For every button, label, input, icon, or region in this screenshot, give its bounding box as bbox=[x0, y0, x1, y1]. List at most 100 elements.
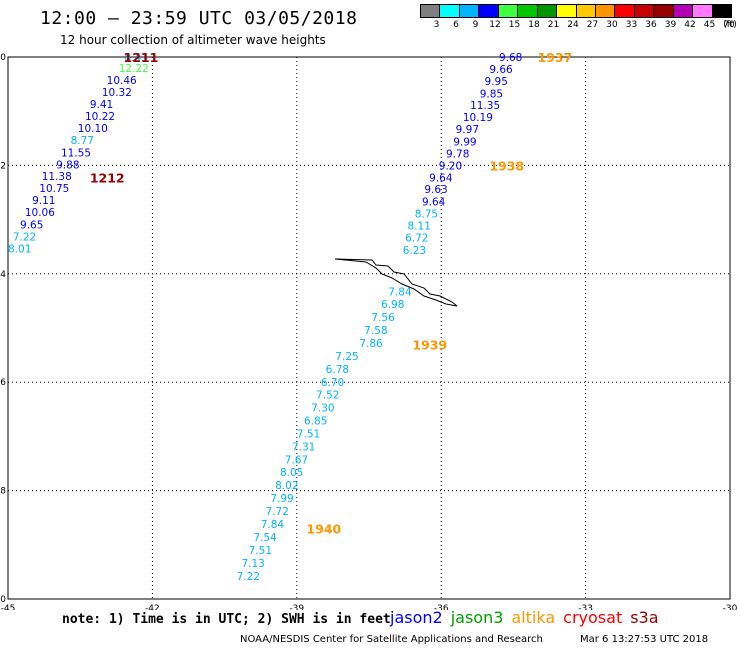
pass-time-label: 1212 bbox=[90, 170, 125, 185]
wave-height-value: 11.55 bbox=[61, 147, 91, 159]
wave-height-value: 8.75 bbox=[415, 209, 438, 221]
wave-height-value: 7.84 bbox=[261, 519, 285, 531]
wave-height-value: 9.65 bbox=[20, 219, 43, 231]
wave-height-value: 7.30 bbox=[311, 403, 334, 415]
wave-height-value: 9.68 bbox=[499, 52, 522, 64]
wave-height-value: 10.19 bbox=[463, 112, 493, 124]
wave-height-value: 9.11 bbox=[32, 195, 55, 207]
satellite-legend: jason2 jason3 altika cryosat s3a bbox=[390, 608, 667, 627]
wave-height-value: 10.75 bbox=[39, 183, 69, 195]
wave-height-value: 7.56 bbox=[371, 312, 395, 324]
scale-label: 30 bbox=[606, 20, 618, 30]
wave-height-value: 10.32 bbox=[102, 87, 132, 99]
wave-height-value: 6.98 bbox=[381, 299, 404, 311]
scale-swatch bbox=[459, 5, 480, 17]
wave-height-value: 9.64 bbox=[422, 197, 446, 209]
lat-tick-label: -54 bbox=[0, 270, 6, 280]
wave-height-value: 8.05 bbox=[280, 467, 303, 479]
map-frame bbox=[7, 56, 731, 600]
pass-time-label: 1937 bbox=[537, 50, 572, 65]
scale-label: 6 bbox=[453, 20, 459, 30]
scale-bar bbox=[420, 4, 732, 18]
map-title: 12:00 – 23:59 UTC 03/05/2018 bbox=[40, 8, 358, 29]
satellite-legend-item: s3a bbox=[630, 608, 659, 627]
scale-unit: (ft) bbox=[723, 20, 737, 30]
lat-lon-grid bbox=[8, 57, 730, 599]
lon-tick-label: -45 bbox=[1, 604, 16, 610]
timestamp: Mar 6 13:27:53 UTC 2018 bbox=[580, 634, 709, 645]
scale-swatch bbox=[576, 5, 596, 17]
wave-height-value: 7.51 bbox=[249, 545, 272, 557]
scale-swatch bbox=[440, 5, 460, 17]
scale-swatch bbox=[654, 5, 674, 17]
lat-tick-label: -58 bbox=[0, 487, 6, 497]
wave-height-value: 8.11 bbox=[408, 221, 431, 233]
wave-height-value: 9.88 bbox=[56, 159, 79, 171]
scale-swatch bbox=[615, 5, 635, 17]
scale-label: 36 bbox=[645, 20, 657, 30]
wave-height-value: 7.52 bbox=[316, 390, 339, 402]
lat-tick-label: -52 bbox=[0, 161, 6, 171]
scale-label: 45 bbox=[703, 20, 716, 30]
wave-height-value: 10.46 bbox=[107, 75, 137, 87]
wave-height-value: 7.22 bbox=[13, 231, 36, 243]
wave-height-value: 7.58 bbox=[364, 325, 387, 337]
wave-height-value: 9.20 bbox=[439, 160, 462, 172]
scale-label: 15 bbox=[508, 20, 521, 30]
pass-time-label: 1938 bbox=[489, 158, 524, 173]
wave-height-value: 9.78 bbox=[446, 148, 469, 160]
wave-height-value: 9.85 bbox=[480, 88, 503, 100]
wave-height-value: 6.78 bbox=[326, 364, 349, 376]
wave-height-value: 6.85 bbox=[304, 416, 327, 428]
scale-label: 33 bbox=[625, 20, 638, 30]
satellite-legend-item: jason2 bbox=[390, 608, 443, 627]
wave-height-value: 9.99 bbox=[453, 137, 476, 149]
wave-height-value: 9.95 bbox=[485, 76, 508, 88]
scale-label: 18 bbox=[528, 20, 540, 30]
scale-swatch bbox=[537, 5, 558, 17]
pass-time-label: 1939 bbox=[412, 337, 447, 352]
lon-tick-label: -39 bbox=[289, 604, 304, 610]
wave-height-value: 9.66 bbox=[489, 64, 513, 76]
wave-height-value: 9.64 bbox=[429, 172, 453, 184]
wave-height-value: 9.41 bbox=[90, 99, 113, 111]
lon-tick-label: -42 bbox=[145, 604, 160, 610]
wave-height-marks: 8.4312.2210.4610.329.4110.2210.108.7711.… bbox=[8, 50, 572, 583]
wave-height-value: 7.25 bbox=[335, 351, 358, 363]
axis-tick-labels: -45 -42 -39 -36 -33 -30 -50 -52 -54 -56 -58 -60 bbox=[0, 53, 738, 610]
scale-label: 27 bbox=[586, 20, 599, 30]
wave-height-value: 7.67 bbox=[285, 455, 308, 467]
wave-height-value: 6.23 bbox=[403, 245, 426, 257]
satellite-legend-item: jason3 bbox=[450, 608, 504, 627]
wave-height-value: 7.54 bbox=[253, 532, 277, 544]
scale-swatch bbox=[634, 5, 655, 17]
wave-height-value: 7.86 bbox=[359, 338, 383, 350]
wave-height-value: 6.70 bbox=[321, 377, 344, 389]
wave-height-value: 8.01 bbox=[8, 243, 31, 255]
wave-height-value: 7.84 bbox=[388, 287, 412, 299]
map-subtitle: 12 hour collection of altimeter wave hei… bbox=[60, 33, 326, 47]
scale-swatch bbox=[693, 5, 713, 17]
scale-label: 39 bbox=[664, 20, 677, 30]
scale-swatch bbox=[518, 5, 538, 17]
footer-note: note: 1) Time is in UTC; 2) SWH is in fe… bbox=[62, 612, 391, 627]
wave-height-value: 8.77 bbox=[71, 135, 94, 147]
scale-swatch bbox=[421, 5, 441, 17]
lat-tick-label: -60 bbox=[0, 595, 6, 605]
wave-height-value: 11.35 bbox=[470, 100, 500, 112]
credit-line: NOAA/NESDIS Center for Satellite Applica… bbox=[240, 634, 543, 645]
wave-height-value: 7.72 bbox=[266, 506, 289, 518]
wave-height-value: 7.31 bbox=[292, 442, 315, 454]
wave-height-value: 10.06 bbox=[25, 207, 55, 219]
satellite-legend-item: altika bbox=[511, 608, 556, 627]
scale-labels: 3 6 9 12 15 18 21 24 27 30 33 36 39 42 45 70 (ft) bbox=[420, 18, 737, 32]
wave-height-value: 7.99 bbox=[270, 493, 293, 505]
scale-swatch bbox=[595, 5, 616, 17]
wave-height-value: 9.63 bbox=[424, 184, 447, 196]
altimeter-map: -45 -42 -39 -36 -33 -30 -50 -52 -54 -56 -58 -60 8.4… bbox=[0, 50, 738, 610]
wave-height-value: 7.22 bbox=[237, 571, 260, 583]
wave-height-value: 8.43 bbox=[124, 52, 147, 64]
wave-height-value: 7.51 bbox=[297, 429, 320, 441]
scale-swatch bbox=[479, 5, 499, 17]
wave-height-value: 10.22 bbox=[85, 111, 115, 123]
